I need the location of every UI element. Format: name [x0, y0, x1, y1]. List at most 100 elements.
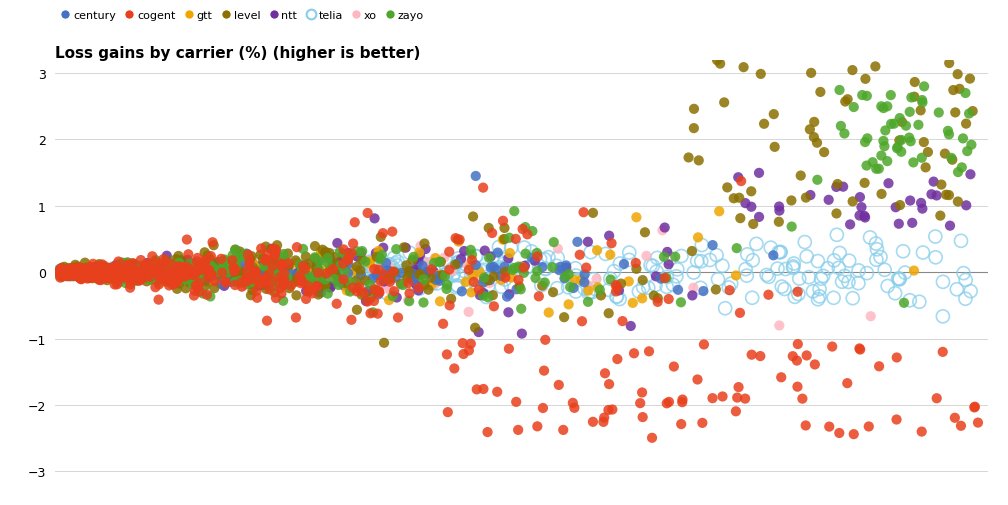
Point — [101, 270, 117, 278]
Point — [81, 268, 97, 276]
Point — [154, 264, 170, 272]
Point — [234, 271, 250, 279]
Point — [81, 268, 97, 276]
Point — [901, 109, 917, 117]
Point — [61, 269, 78, 277]
Point — [256, 277, 272, 285]
Point — [257, 257, 273, 265]
Point — [141, 270, 157, 278]
Point — [183, 263, 200, 271]
Point — [290, 275, 306, 283]
Point — [52, 268, 69, 276]
Point — [59, 267, 76, 275]
Point — [92, 268, 108, 276]
Point — [121, 268, 137, 276]
Point — [136, 269, 152, 277]
Point — [55, 269, 72, 277]
Point — [127, 274, 143, 282]
Point — [266, 289, 282, 297]
Point — [104, 267, 120, 275]
Point — [81, 268, 97, 276]
Point — [62, 270, 79, 278]
Point — [79, 270, 95, 278]
Point — [744, 351, 760, 359]
Point — [158, 273, 174, 281]
Point — [115, 268, 131, 276]
Point — [58, 269, 75, 277]
Point — [451, 238, 467, 246]
Point — [301, 278, 318, 286]
Point — [96, 271, 112, 279]
Point — [198, 257, 214, 265]
Point — [58, 267, 75, 275]
Point — [78, 270, 94, 278]
Point — [451, 255, 467, 263]
Point — [331, 276, 347, 284]
Point — [168, 262, 184, 270]
Point — [83, 268, 99, 276]
Point — [117, 271, 133, 279]
Point — [56, 269, 73, 277]
Point — [127, 266, 143, 274]
Point — [601, 310, 617, 318]
Point — [53, 269, 70, 277]
Point — [111, 268, 127, 276]
Point — [163, 273, 179, 281]
Point — [268, 277, 284, 285]
Point — [53, 269, 70, 277]
Point — [410, 273, 426, 281]
Point — [621, 278, 637, 286]
Point — [256, 263, 272, 271]
Point — [292, 272, 308, 280]
Point — [857, 139, 873, 147]
Point — [114, 263, 130, 271]
Point — [317, 283, 333, 291]
Point — [883, 92, 899, 100]
Point — [52, 269, 69, 277]
Point — [248, 270, 264, 278]
Point — [178, 264, 195, 272]
Point — [56, 269, 73, 277]
Point — [846, 430, 862, 438]
Point — [78, 268, 94, 276]
Point — [54, 266, 71, 274]
Point — [52, 268, 69, 276]
Point — [379, 267, 395, 275]
Point — [815, 272, 832, 280]
Point — [149, 274, 165, 282]
Point — [329, 264, 345, 272]
Point — [771, 203, 787, 211]
Point — [307, 267, 324, 275]
Point — [299, 282, 316, 290]
Point — [269, 266, 285, 274]
Point — [112, 268, 128, 276]
Point — [92, 262, 108, 270]
Point — [222, 278, 238, 286]
Point — [295, 245, 311, 254]
Point — [162, 264, 178, 272]
Point — [902, 197, 918, 205]
Point — [72, 271, 88, 279]
Point — [52, 268, 69, 276]
Point — [52, 268, 69, 276]
Point — [115, 265, 131, 273]
Point — [86, 268, 102, 276]
Point — [174, 275, 191, 283]
Point — [56, 267, 73, 275]
Point — [505, 266, 521, 274]
Point — [798, 253, 814, 261]
Point — [54, 269, 71, 277]
Point — [54, 269, 71, 277]
Point — [160, 271, 176, 279]
Point — [87, 269, 103, 277]
Point — [829, 210, 845, 218]
Point — [213, 271, 229, 279]
Point — [181, 271, 198, 279]
Point — [102, 269, 118, 277]
Point — [209, 274, 225, 282]
Point — [94, 270, 110, 278]
Point — [271, 274, 287, 282]
Point — [184, 272, 201, 280]
Point — [53, 268, 70, 276]
Point — [95, 268, 111, 276]
